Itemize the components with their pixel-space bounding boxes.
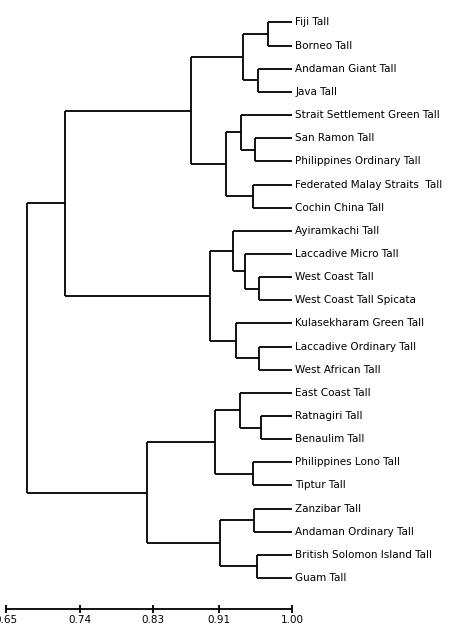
Text: 0.65: 0.65 bbox=[0, 615, 18, 625]
Text: 0.91: 0.91 bbox=[207, 615, 230, 625]
Text: Federated Malay Straits  Tall: Federated Malay Straits Tall bbox=[295, 180, 443, 190]
Text: Ayiramkachi Tall: Ayiramkachi Tall bbox=[295, 226, 380, 236]
Text: 0.83: 0.83 bbox=[142, 615, 165, 625]
Text: Guam Tall: Guam Tall bbox=[295, 573, 347, 583]
Text: Philippines Ordinary Tall: Philippines Ordinary Tall bbox=[295, 156, 421, 167]
Text: Andaman Ordinary Tall: Andaman Ordinary Tall bbox=[295, 526, 414, 536]
Text: East Coast Tall: East Coast Tall bbox=[295, 388, 371, 398]
Text: Fiji Tall: Fiji Tall bbox=[295, 18, 330, 28]
Text: Cochin China Tall: Cochin China Tall bbox=[295, 203, 384, 213]
Text: Andaman Giant Tall: Andaman Giant Tall bbox=[295, 64, 397, 74]
Text: 1.00: 1.00 bbox=[281, 615, 303, 625]
Text: Java Tall: Java Tall bbox=[295, 87, 337, 97]
Text: Laccadive Ordinary Tall: Laccadive Ordinary Tall bbox=[295, 342, 417, 352]
Text: Philippines Lono Tall: Philippines Lono Tall bbox=[295, 458, 401, 468]
Text: San Ramon Tall: San Ramon Tall bbox=[295, 133, 375, 143]
Text: British Solomon Island Tall: British Solomon Island Tall bbox=[295, 550, 432, 560]
Text: West Coast Tall Spicata: West Coast Tall Spicata bbox=[295, 295, 416, 305]
Text: Ratnagiri Tall: Ratnagiri Tall bbox=[295, 411, 363, 421]
Text: 0.74: 0.74 bbox=[68, 615, 91, 625]
Text: Strait Settlement Green Tall: Strait Settlement Green Tall bbox=[295, 110, 440, 120]
Text: Zanzibar Tall: Zanzibar Tall bbox=[295, 504, 362, 513]
Text: Kulasekharam Green Tall: Kulasekharam Green Tall bbox=[295, 319, 425, 329]
Text: Borneo Tall: Borneo Tall bbox=[295, 41, 353, 51]
Text: Laccadive Micro Tall: Laccadive Micro Tall bbox=[295, 249, 399, 259]
Text: Benaulim Tall: Benaulim Tall bbox=[295, 434, 365, 444]
Text: Tiptur Tall: Tiptur Tall bbox=[295, 481, 346, 490]
Text: West African Tall: West African Tall bbox=[295, 365, 381, 375]
Text: West Coast Tall: West Coast Tall bbox=[295, 272, 374, 282]
